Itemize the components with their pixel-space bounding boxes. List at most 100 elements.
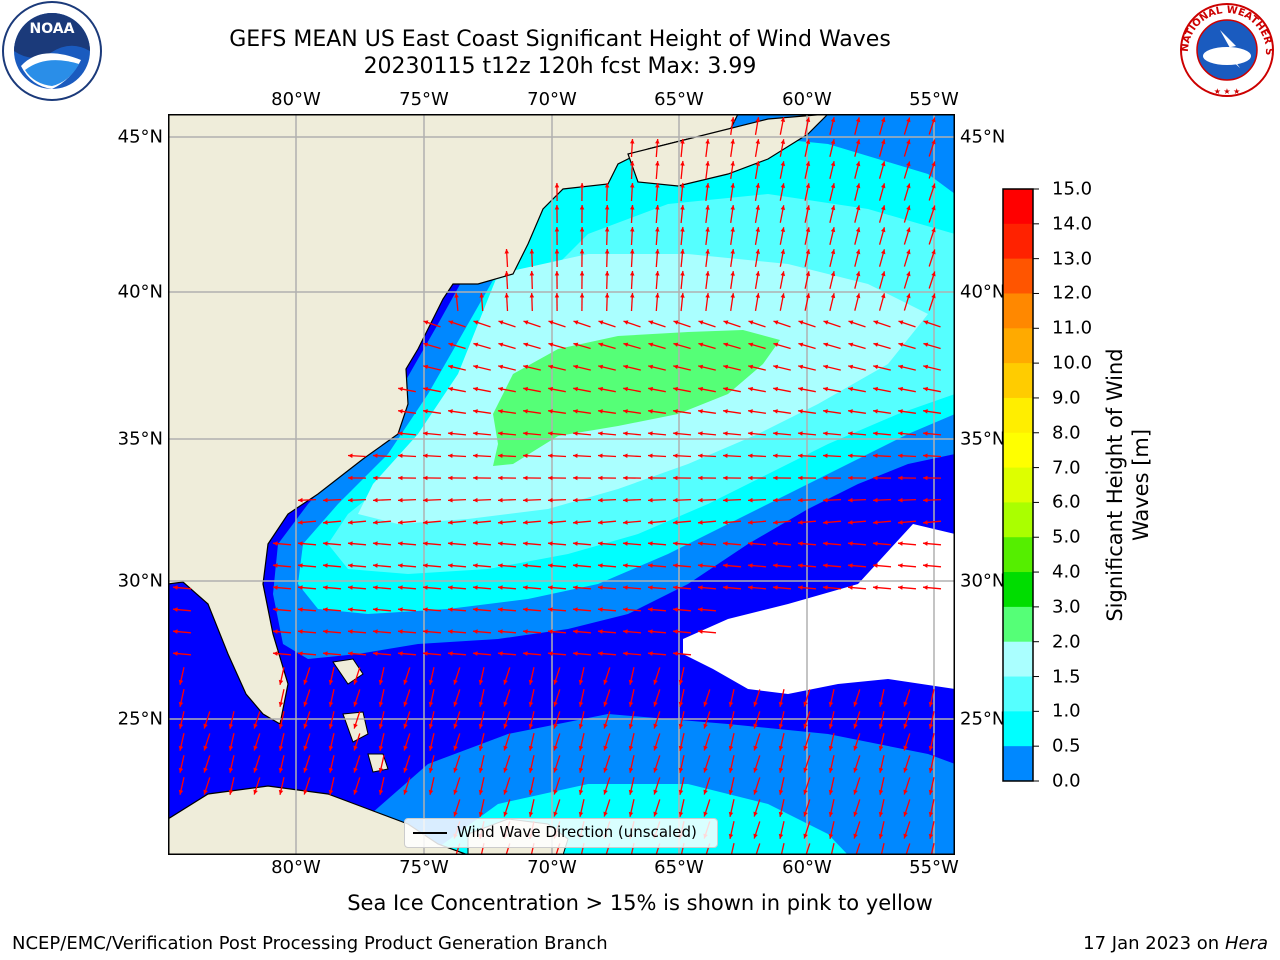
wave-arrow-head [423,585,428,590]
wave-arrow-head [805,117,811,122]
wave-arrow-head [698,364,704,370]
wave-arrow-head [630,139,635,144]
lat-label-left-40n: 40°N [117,281,163,303]
wave-arrow-head [773,320,779,325]
wave-arrow-head [548,607,553,612]
colorbar-tick-label: 12.0 [1052,282,1093,304]
wave-arrow-head [730,183,735,188]
wave-arrow-head [655,205,660,210]
colorbar-segment [1003,711,1033,747]
wave-arrow-head [303,679,308,685]
wave-arrow-head [523,409,528,414]
colorbar-tick-label: 10.0 [1052,352,1093,374]
wave-arrow-head [323,629,328,634]
colorbar-tick-label: 1.5 [1052,666,1081,688]
wave-arrow-head [373,585,378,590]
wave-arrow-head [828,745,834,751]
wave-arrow-head [423,431,428,436]
wave-arrow-head [873,342,879,347]
wave-arrow-head [604,227,610,232]
wave-arrow-head [554,183,560,188]
wave-arrow-head [823,364,829,370]
wave-arrow-head [798,364,804,370]
wave-arrow-head [705,293,710,298]
wave-arrow-head [423,364,429,370]
wave-arrow-head [881,161,886,167]
wave-arrow-head [898,320,904,325]
wave-arrow-head [848,585,853,590]
wave-arrow-head [578,723,584,729]
wave-arrow-head [848,541,853,546]
wave-arrow-head [398,520,403,525]
wave-arrow-head [348,541,353,546]
wave-arrow-head [703,811,708,817]
wave-arrow-head [753,789,758,795]
wave-arrow-head [498,541,503,546]
wave-arrow-head [853,745,858,751]
wave-arrow-head [673,342,679,347]
wave-arrow-head [931,161,936,167]
wave-arrow-head [898,386,903,392]
wave-arrow-head [378,767,384,773]
wave-arrow-head [628,701,634,707]
wave-arrow-head [273,651,278,656]
wave-arrow-head [923,320,929,325]
wave-arrow-head [598,607,603,612]
wave-arrow-head [628,679,634,685]
land-north-america [168,114,739,725]
wave-arrow-head [423,342,429,347]
wave-arrow-head [598,431,603,436]
wave-arrow-head [448,585,453,590]
ocean-band-3-4 [493,330,780,466]
noaa-logo-text: NOAA [30,21,75,37]
wave-arrow-head [698,342,704,347]
wave-arrow-head [823,386,828,392]
wave-arrow-head [873,453,878,458]
wave-arrow-head [398,585,403,590]
wave-arrow-head [798,497,803,503]
wave-arrow-head [848,386,853,392]
wave-arrow-head [554,293,560,298]
wave-arrow-head [798,585,803,590]
colorbar-tick-label: 0.5 [1052,735,1081,757]
wave-arrow-head [903,811,908,817]
wave-arrow-head [603,745,608,751]
wave-arrow-head [673,520,678,525]
wave-arrow-head [755,139,760,144]
map-legend: Wind Wave Direction (unscaled) [404,818,718,848]
wave-height-map [168,114,955,855]
wave-arrow-head [423,409,428,414]
wave-arrow-head [923,563,928,568]
wave-arrow-head [173,629,178,634]
lon-label-bottom-55w: 55°W [909,857,959,878]
wave-arrow-head [398,651,403,656]
wave-arrow-head [673,431,678,436]
wave-arrow-head [453,679,458,685]
wave-arrow-head [553,745,558,751]
wave-arrow-head [730,161,735,166]
colorbar-tick-label: 14.0 [1052,213,1093,235]
wave-arrow-head [678,789,684,795]
wave-arrow-head [453,789,458,795]
wave-arrow-head [906,271,911,277]
wave-arrow-head [503,811,508,817]
wave-arrow-head [448,453,453,458]
wave-arrow-head [648,320,654,325]
wave-arrow-head [203,723,208,729]
wave-arrow-head [898,475,903,481]
wave-arrow [755,843,761,855]
wave-arrow-head [623,364,629,370]
wave-arrow-head [548,541,553,546]
wave-arrow-head [753,811,758,817]
wave-arrow-head [798,409,803,414]
wave-arrow-head [828,767,834,773]
wave-arrow-head [778,767,784,773]
wave-arrow-head [773,541,778,546]
wave-arrow-head [673,453,678,458]
wave-arrow-head [780,183,786,188]
wave-arrow-head [373,475,378,481]
colorbar-segment [1003,328,1033,364]
wave-arrow-head [780,205,786,210]
wave-arrow-head [253,767,258,773]
wave-arrow-head [773,497,778,503]
